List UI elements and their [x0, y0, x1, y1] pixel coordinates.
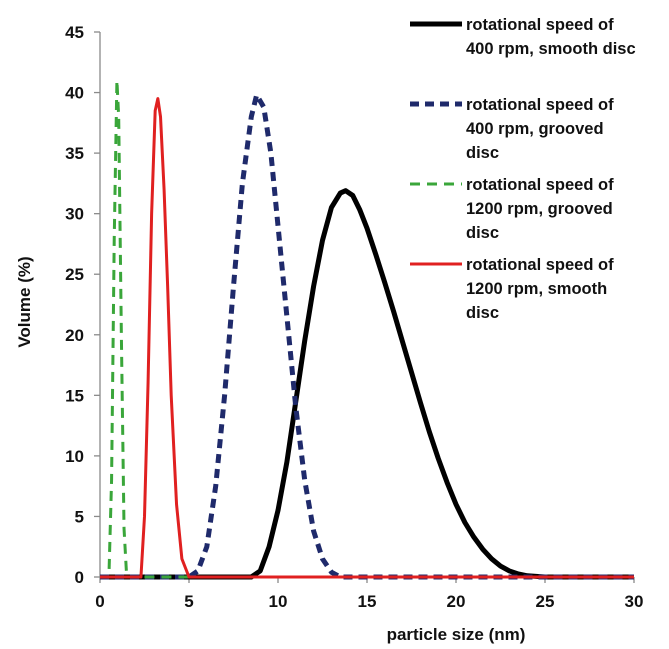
legend-label-3: 1200 rpm, grooved — [466, 200, 613, 218]
legend-label-1: 400 rpm, smooth disc — [466, 40, 636, 58]
y-axis-title: Volume (%) — [15, 256, 34, 347]
labels-layer: particle size (nm) Volume (%) — [15, 256, 525, 644]
x-tick-label: 25 — [536, 592, 555, 611]
y-tick-label: 0 — [75, 568, 84, 587]
series-line-2 — [100, 92, 634, 580]
x-tick-label: 5 — [184, 592, 193, 611]
y-tick-label: 5 — [75, 507, 84, 526]
x-tick-label: 0 — [95, 592, 104, 611]
legend-label-4: 1200 rpm, smooth — [466, 280, 607, 298]
y-tick-label: 35 — [65, 144, 84, 163]
legend-label-2: rotational speed of — [466, 96, 614, 114]
y-tick-label: 25 — [65, 265, 84, 284]
legend-label-2: disc — [466, 144, 499, 162]
legend-label-3: disc — [466, 224, 499, 242]
x-axis-title: particle size (nm) — [387, 625, 526, 644]
y-tick-label: 40 — [65, 84, 84, 103]
legend-label-1: rotational speed of — [466, 16, 614, 34]
series-line-1 — [100, 188, 634, 580]
x-tick-label: 20 — [447, 592, 466, 611]
series-layer — [100, 78, 634, 580]
x-tick-label: 15 — [358, 592, 377, 611]
x-tick-label: 10 — [269, 592, 288, 611]
y-tick-label: 30 — [65, 205, 84, 224]
y-tick-label: 15 — [65, 386, 84, 405]
series-line-3 — [100, 78, 634, 579]
x-tick-label: 30 — [625, 592, 644, 611]
y-tick-label: 20 — [65, 326, 84, 345]
axes-layer: 0 5 10 15 20 25 30 35 40 45 0 5 10 15 20 25 30 — [65, 23, 643, 611]
legend-label-4: disc — [466, 304, 499, 322]
legend-label-2: 400 rpm, grooved — [466, 120, 604, 138]
y-tick-label: 10 — [65, 447, 84, 466]
series-line-4 — [100, 97, 634, 579]
legend-label-3: rotational speed of — [466, 176, 614, 194]
legend: rotational speed of 400 rpm, smooth disc r… — [410, 16, 636, 322]
y-tick-label: 45 — [65, 23, 84, 42]
legend-label-4: rotational speed of — [466, 256, 614, 274]
